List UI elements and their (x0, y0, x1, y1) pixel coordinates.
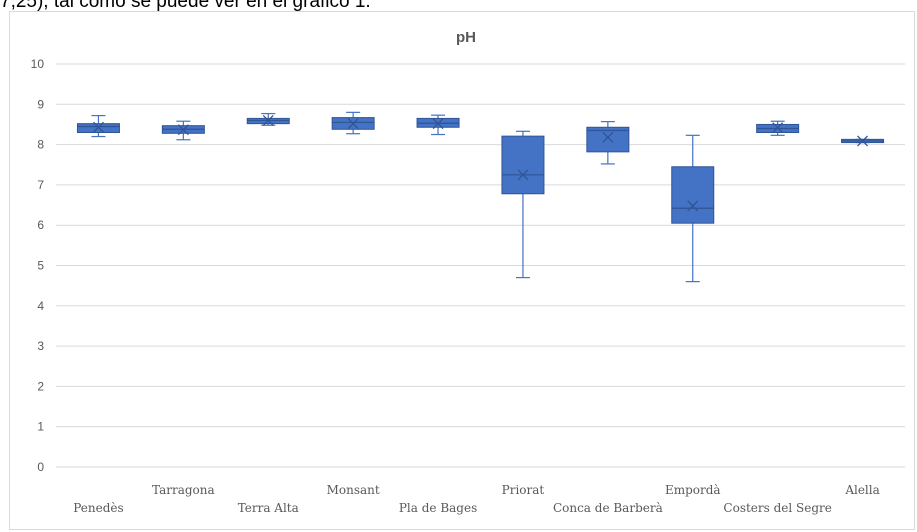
x-tick-label: Penedès (73, 501, 123, 515)
iqr-box (586, 126, 630, 153)
x-tick-label: Alella (844, 483, 879, 497)
x-tick-label: Tarragona (152, 483, 215, 497)
iqr-box (501, 135, 545, 195)
mean-marker (92, 121, 104, 133)
box-5 (501, 130, 545, 279)
y-tick-label: 4 (37, 299, 44, 313)
x-tick-label: Conca de Barberà (553, 501, 663, 515)
box-7 (671, 134, 715, 283)
box-1 (161, 120, 205, 141)
box-0 (76, 114, 120, 138)
y-tick-label: 5 (37, 259, 44, 273)
x-tick-label: Empordà (665, 483, 721, 497)
x-tick-label: Pla de Bages (399, 501, 477, 515)
box-3 (331, 111, 375, 135)
y-axis-tick-labels: 0 1 2 3 4 5 6 7 8 9 10 (31, 57, 45, 474)
mean-marker (432, 118, 444, 130)
chart-title: pH (456, 29, 476, 46)
x-tick-label: Priorat (502, 483, 545, 497)
box-9 (841, 135, 885, 147)
mean-marker (602, 131, 614, 143)
box-6 (586, 121, 630, 165)
box-4 (416, 114, 460, 136)
y-tick-label: 9 (37, 97, 44, 111)
y-tick-label: 2 (37, 379, 44, 393)
y-tick-label: 7 (37, 178, 44, 192)
iqr-box (671, 166, 715, 224)
mean-marker (687, 200, 699, 212)
y-tick-label: 0 (37, 460, 44, 474)
y-tick-label: 3 (37, 339, 44, 353)
chart-frame (9, 11, 915, 530)
x-tick-label: Terra Alta (238, 501, 299, 515)
box-2 (246, 112, 290, 126)
gridlines (56, 63, 905, 468)
x-axis-tick-labels: Penedès Tarragona Terra Alta Monsant Pla de … (73, 483, 880, 515)
x-tick-label: Costers del Segre (723, 501, 831, 515)
document-text-line: 7,25), tal como se puede ver en el gráfi… (0, 0, 371, 12)
mean-marker (857, 135, 869, 147)
y-tick-label: 10 (31, 57, 45, 71)
box-series (76, 111, 885, 283)
y-tick-label: 8 (37, 138, 44, 152)
x-tick-label: Monsant (327, 483, 380, 497)
mean-marker (517, 169, 529, 181)
mean-marker (772, 122, 784, 134)
mean-marker (177, 124, 189, 136)
mean-marker (262, 114, 274, 126)
mean-marker (347, 118, 359, 130)
y-tick-label: 6 (37, 218, 44, 232)
box-8 (756, 120, 800, 136)
y-tick-label: 1 (37, 420, 44, 434)
